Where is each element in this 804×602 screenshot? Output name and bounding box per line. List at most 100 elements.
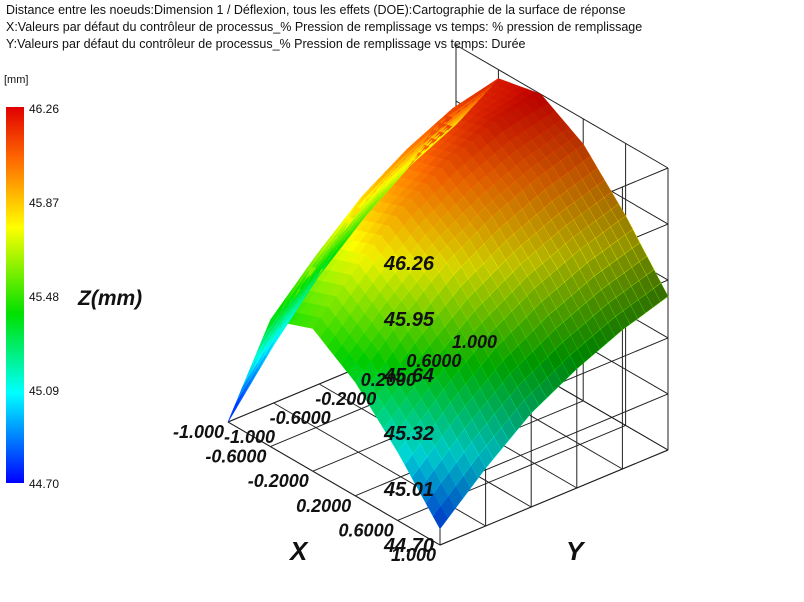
surface-shade (348, 362, 363, 382)
z-axis-label: Z(mm) (77, 287, 142, 310)
surface-shade (476, 224, 492, 244)
surface-shade (570, 328, 585, 349)
surface-shade (389, 205, 404, 217)
surface-patch (242, 363, 258, 393)
y-tick-label: -1.000 (224, 427, 275, 447)
surface-shade (456, 163, 472, 180)
surface-shade (600, 302, 616, 323)
surface-shade (355, 352, 371, 372)
colorbar-label-2: 45.87 (29, 196, 60, 210)
z-tick-label: 44.70 (383, 535, 434, 557)
surface-shade (475, 283, 490, 303)
y-axis-label: Y (566, 536, 586, 566)
surface-shade (464, 419, 480, 442)
grid-line (455, 44, 669, 169)
surface-shade (541, 295, 557, 315)
surface-shade (516, 130, 532, 145)
surface-shade (495, 110, 511, 118)
surface-shade (518, 103, 533, 117)
surface-shade (487, 392, 502, 415)
surface-shade (381, 215, 397, 227)
surface-shade (464, 157, 479, 174)
axis-ticks: 44.7045.0145.3245.6445.9546.26-1.000-0.6… (173, 253, 497, 565)
surface-shade (515, 159, 531, 175)
surface-shade (503, 105, 518, 113)
surface-shade (510, 101, 526, 109)
surface-shade (646, 269, 661, 289)
surface-shade (534, 263, 550, 282)
surface-shade (363, 341, 378, 362)
colorbar-label-min: 44.70 (29, 477, 60, 491)
surface-shade (450, 393, 465, 416)
surface-shade (527, 269, 542, 289)
surface-shade (468, 271, 483, 291)
surface-shade (460, 278, 476, 299)
colorbar-label-4: 45.09 (29, 384, 60, 398)
surface-patch (227, 392, 243, 423)
surface-shade (624, 267, 639, 287)
surface-shade (538, 143, 554, 158)
surface-shade (594, 270, 609, 290)
surface-shade (587, 257, 602, 276)
surface-shade (461, 239, 477, 260)
surface-shade (496, 299, 512, 319)
surface-shade (547, 110, 562, 125)
surface-shade (498, 240, 514, 260)
surface-shade (470, 182, 486, 198)
y-tick-label: -0.6000 (270, 408, 331, 428)
surface-shade (522, 168, 538, 184)
surface-shade (569, 348, 585, 369)
surface-shade (532, 107, 548, 121)
chart-title-line-2: X:Valeurs par défaut du contrôleur de pr… (6, 20, 643, 34)
x-tick-label: -0.6000 (205, 447, 266, 467)
y-tick-label: 1.000 (452, 332, 497, 352)
surface-shade (551, 213, 566, 232)
surface-shade (457, 148, 472, 164)
surface-shade (529, 196, 545, 215)
surface-shade (638, 275, 654, 295)
surface-shade (608, 297, 623, 317)
surface-shade (364, 282, 380, 303)
surface-shade (580, 226, 596, 244)
surface-shade (615, 310, 630, 330)
surface-shade (553, 132, 569, 147)
surface-shade (328, 296, 343, 316)
surface-shade (602, 245, 617, 265)
surface-shade (448, 485, 463, 509)
surface-shade (596, 179, 612, 198)
surface-shade (524, 139, 539, 154)
surface-shade (451, 350, 466, 371)
surface-shade (449, 439, 464, 463)
surface-shade (532, 364, 547, 385)
surface-shade (530, 177, 545, 196)
surface-shade (602, 226, 618, 246)
surface-shade (357, 293, 372, 313)
surface-shade (603, 209, 618, 227)
surface-shade (482, 294, 497, 315)
surface-shade (545, 152, 561, 167)
surface-shade (418, 480, 434, 504)
surface-shade (543, 238, 558, 257)
surface-shade (524, 371, 540, 393)
x-tick-label: 1.000 (391, 545, 436, 565)
surface-shade (512, 264, 528, 284)
surface-shade (609, 259, 624, 279)
surface-shade (585, 315, 601, 336)
surface-shade (571, 289, 586, 309)
surface-shade (446, 254, 462, 275)
surface-shade (572, 249, 588, 270)
surface-shade (505, 252, 521, 272)
surface-shade (458, 361, 474, 385)
surface-shade (526, 309, 541, 331)
surface-shade (396, 197, 412, 208)
surface-shade (518, 96, 534, 104)
surface-shade (505, 271, 520, 292)
surface-shade (540, 314, 556, 336)
surface-shade (442, 152, 458, 162)
surface-shade (488, 115, 503, 123)
surface-shade (526, 91, 541, 99)
surface-shade (577, 322, 593, 343)
surface-shade (379, 301, 394, 321)
y-tick-label: -0.2000 (315, 389, 376, 409)
surface-shade (501, 156, 516, 173)
